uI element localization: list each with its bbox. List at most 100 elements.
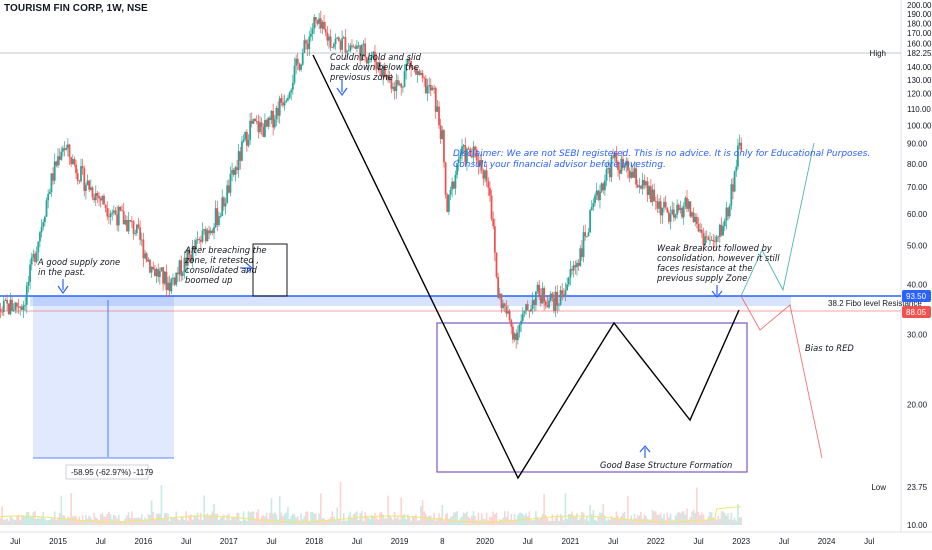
- volume-bar: [454, 512, 457, 525]
- volume-bar: [201, 519, 204, 525]
- candle-body: [351, 45, 353, 47]
- candle-body: [707, 237, 710, 241]
- candle-body: [43, 216, 46, 223]
- volume-bar: [80, 520, 82, 525]
- retest-box[interactable]: [252, 243, 288, 297]
- supply-zone-band[interactable]: [30, 296, 791, 306]
- volume-bar: [229, 520, 232, 525]
- candle-body: [316, 20, 319, 24]
- volume-bar: [272, 513, 274, 525]
- candle-body: [308, 36, 311, 50]
- candle-body: [301, 52, 304, 65]
- candle-body: [254, 118, 256, 122]
- volume-bar: [717, 515, 720, 525]
- volume-bar: [561, 516, 563, 525]
- candle-body: [562, 294, 565, 297]
- volume-bar: [676, 513, 678, 525]
- candle-body: [676, 204, 679, 215]
- volume-bar: [35, 518, 38, 525]
- volume-bar: [694, 512, 697, 525]
- candle-body: [687, 201, 690, 209]
- y-axis: 10.00 20.00 30.00 40.00 50.00 60.00 70.00 80.00…: [907, 1, 932, 530]
- volume-bar: [526, 515, 529, 525]
- candle-body: [283, 101, 286, 106]
- candle-body: [459, 154, 462, 159]
- volume-bar: [106, 513, 109, 525]
- candle-body: [291, 82, 294, 90]
- candle-body: [168, 282, 171, 292]
- volume-bar: [579, 517, 582, 525]
- candle-body: [342, 37, 345, 39]
- annotation-couldnt-hold-line1: Couldn't hold and slid: [330, 52, 422, 62]
- candle-body: [195, 240, 197, 250]
- price-tag-resistance: [902, 290, 931, 302]
- candle-body: [237, 151, 240, 171]
- candle-body: [333, 43, 335, 48]
- candle-body: [94, 193, 97, 201]
- volume-bar: [520, 512, 522, 525]
- candle-body: [234, 167, 237, 175]
- volume-bar: [554, 517, 557, 525]
- annotation-retest-line4: boomed up: [185, 275, 232, 285]
- candle-body: [347, 50, 350, 52]
- volume-ma-line: [0, 506, 742, 523]
- volume-bar: [569, 514, 572, 525]
- candle-body: [190, 254, 192, 262]
- volume-bar: [280, 512, 283, 525]
- x-tick-label: Jul: [352, 537, 362, 546]
- volume-bar: [692, 509, 695, 525]
- trend-zigzag[interactable]: [312, 54, 740, 480]
- volume-bar: [597, 516, 600, 525]
- base-structure-box[interactable]: [436, 322, 748, 473]
- candle-body: [96, 193, 99, 196]
- volume-bar: [275, 514, 278, 525]
- candle-body: [264, 120, 266, 137]
- candle-body: [605, 169, 608, 181]
- volume-bar: [490, 516, 493, 525]
- bull-projection[interactable]: [740, 142, 815, 297]
- volume-bar: [37, 515, 40, 525]
- volume-bar: [326, 519, 329, 525]
- volume-bar: [397, 515, 399, 525]
- volume-bar: [160, 485, 163, 525]
- x-axis: Jul 2015 Jul 2016 Jul 2017 Jul 2018 Jul 2019 8 2020…: [10, 537, 874, 546]
- candle-body: [339, 40, 342, 50]
- volume-bar: [380, 511, 383, 525]
- candle-body: [250, 120, 253, 124]
- volume-bar: [282, 516, 284, 525]
- candle-body: [32, 253, 35, 258]
- candle-body: [221, 197, 224, 217]
- volume-bar: [384, 518, 386, 525]
- candle-body: [229, 173, 232, 193]
- volume-bar: [122, 520, 125, 525]
- candle-body: [199, 239, 202, 242]
- volume-bar: [707, 516, 710, 525]
- candle-body: [613, 152, 616, 158]
- candle-body: [397, 80, 399, 85]
- candle-body: [656, 201, 659, 209]
- volume-bar: [3, 519, 5, 525]
- candle-body: [244, 131, 247, 140]
- candle-body: [672, 209, 675, 218]
- candle-body: [608, 168, 611, 178]
- volume-bar: [369, 519, 371, 525]
- candle-body: [441, 130, 444, 139]
- volume-bar: [319, 493, 322, 525]
- x-tick-label: Jul: [523, 537, 533, 546]
- volume-bar: [719, 518, 721, 525]
- volume-bar: [285, 512, 288, 525]
- volume-bar: [658, 514, 660, 525]
- y-tick-label: 20.00: [907, 401, 928, 410]
- measure-zone[interactable]: [33, 296, 174, 458]
- volume-bar: [385, 518, 388, 525]
- candle-body: [71, 159, 74, 165]
- bear-projection[interactable]: [740, 295, 823, 459]
- volume-bar: [497, 520, 499, 525]
- annotation-supply-zone-line2: in the past.: [38, 267, 85, 277]
- volume-bar: [260, 516, 263, 525]
- y-tick-label: 130.00: [907, 76, 932, 85]
- candle-body: [311, 28, 314, 34]
- candle-body: [114, 210, 117, 215]
- candle-body: [725, 207, 728, 221]
